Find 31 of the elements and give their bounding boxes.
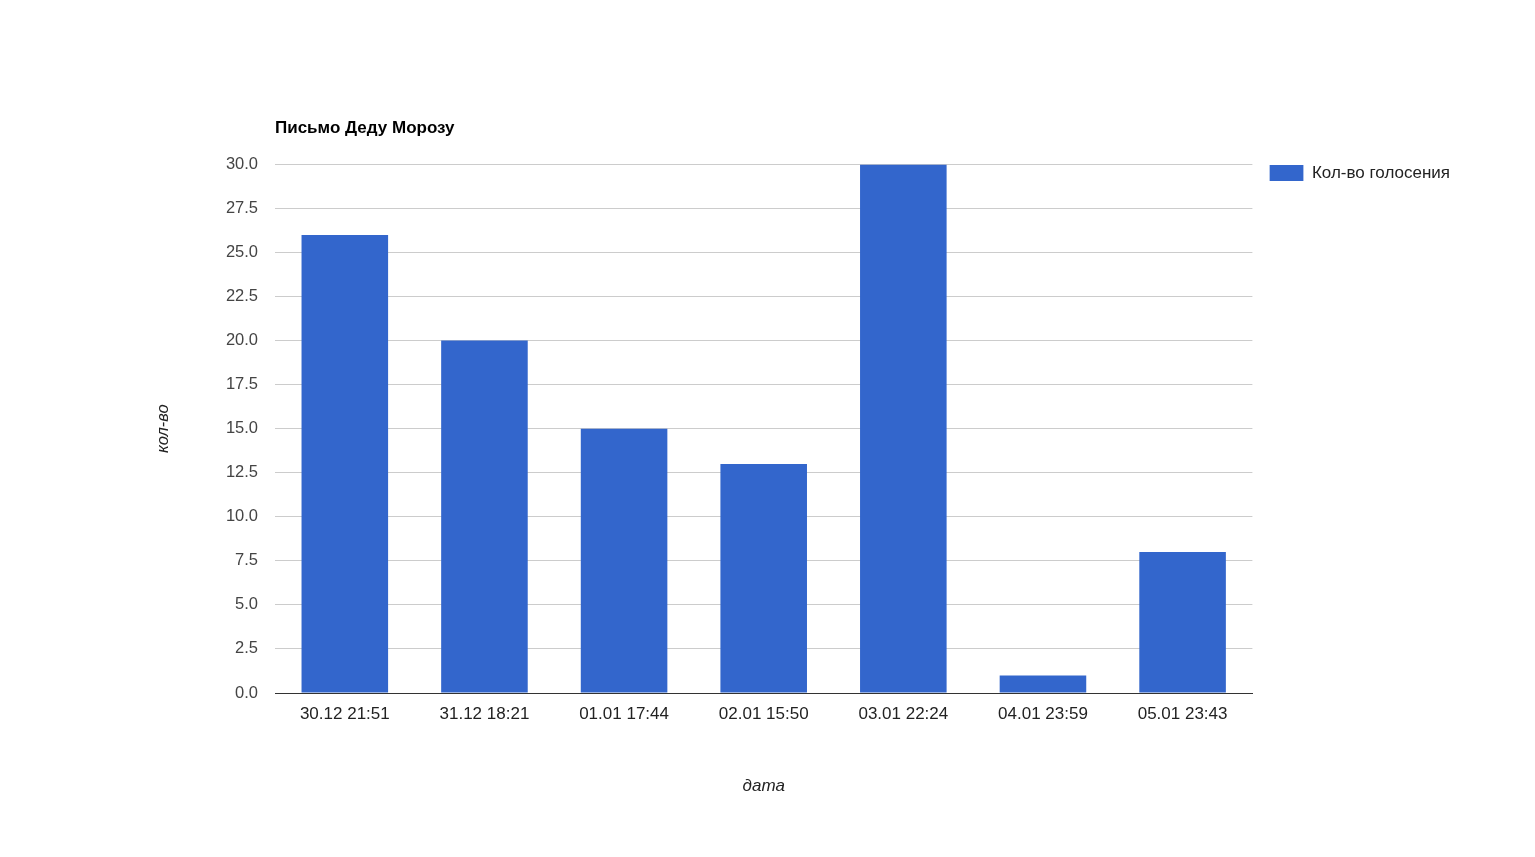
y-tick-label: 25.0 <box>225 242 258 261</box>
y-tick-label: 0.0 <box>235 682 258 701</box>
y-tick-label: 15.0 <box>225 418 258 437</box>
bar <box>580 428 668 693</box>
bar <box>999 675 1087 693</box>
x-tick-label: 31.12 18:21 <box>439 703 530 723</box>
legend-label: Кол-во голосения <box>1311 162 1451 182</box>
bar <box>1139 552 1226 693</box>
y-tick-label: 10.0 <box>225 506 258 525</box>
y-tick-label: 7.5 <box>235 550 258 569</box>
x-tick-label: 01.01 17:44 <box>579 703 669 723</box>
y-tick-label: 5.0 <box>235 594 258 613</box>
y-tick-label: 12.5 <box>225 462 258 481</box>
x-tick-label: 02.01 15:50 <box>718 703 809 723</box>
x-tick-label: 05.01 23:43 <box>1137 703 1228 723</box>
x-tick-label: 30.12 21:51 <box>299 703 390 723</box>
bar <box>441 340 528 693</box>
y-tick-label: 22.5 <box>225 286 258 305</box>
bar <box>301 234 389 693</box>
y-tick-label: 20.0 <box>225 330 258 349</box>
x-axis-title: дата <box>742 775 785 795</box>
y-axis-title: кол-во <box>153 404 172 454</box>
bar <box>720 463 807 693</box>
x-tick-label: 03.01 22:24 <box>858 703 949 723</box>
y-tick-label: 30.0 <box>225 153 258 172</box>
bar <box>860 164 947 693</box>
x-tick-label: 04.01 23:59 <box>998 703 1088 723</box>
chart-title: Письмо Деду Морозу <box>275 117 456 137</box>
y-tick-label: 27.5 <box>225 198 258 216</box>
y-tick-label: 17.5 <box>225 374 258 393</box>
y-tick-label: 2.5 <box>235 638 258 657</box>
